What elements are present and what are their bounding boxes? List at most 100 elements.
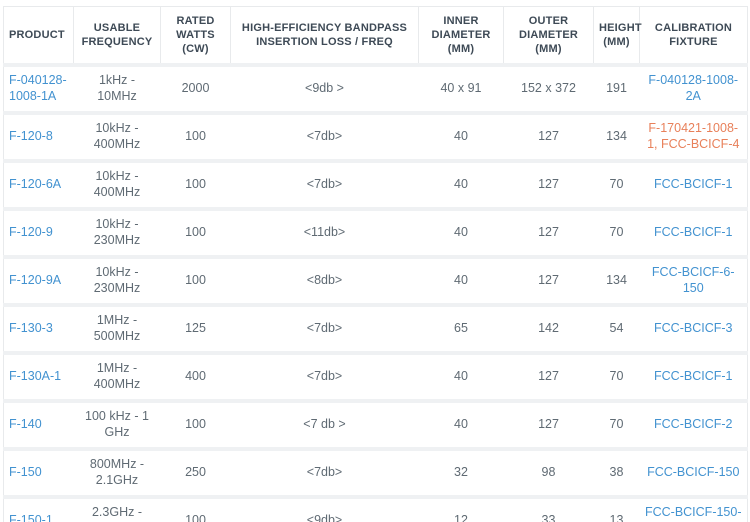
cell-rated_watts: 100 (185, 417, 206, 432)
cell-insertion_loss: <8db> (306, 273, 343, 288)
cell-outer_diameter: 98 (541, 465, 556, 480)
cell-insertion_loss: <7db> (306, 369, 343, 384)
product-link[interactable]: F-040128-1008-1A (9, 73, 67, 103)
cell-inner_diameter: 40 (454, 177, 468, 192)
cell-inner_diameter: 65 (454, 321, 468, 336)
cell-inner_diameter: 40 (454, 273, 468, 288)
cell-usable_frequency: 10kHz - 230MHz (93, 217, 141, 247)
cell-calibration_fixture: FCC-BCICF-150-1 (640, 497, 748, 522)
cell-calibration_fixture: FCC-BCICF-2 (640, 401, 748, 449)
table-header: PRODUCT USABLE FREQUENCY RATED WATTS (CW) H… (3, 6, 748, 65)
product-link[interactable]: F-150 (9, 465, 42, 480)
product-link[interactable]: F-150-1 (9, 513, 53, 522)
calibration_fixture-link[interactable]: FCC-BCICF-6-150 (651, 265, 735, 295)
cell-inner_diameter: 40 (454, 129, 468, 144)
cell-usable_frequency: 1MHz - 400MHz (93, 361, 141, 391)
cell-height: 70 (609, 417, 624, 432)
cell-rated_watts: 125 (185, 321, 206, 336)
cell-usable_frequency: 10kHz - 400MHz (93, 169, 141, 199)
cell-product: F-120-9 (4, 209, 74, 257)
cell-height: 191 (606, 81, 627, 96)
cell-product: F-150 (4, 449, 74, 497)
calibration_fixture-link[interactable]: FCC-BCICF-2 (654, 417, 733, 432)
cell-height: 13 (609, 513, 624, 522)
calibration_fixture-link[interactable]: FCC-BCICF-1 (654, 369, 733, 384)
product-link[interactable]: F-130A-1 (9, 369, 62, 384)
cell-rated_watts: 2000 (181, 81, 210, 96)
cell-product: F-140 (4, 401, 74, 449)
column-header-height: HEIGHT (MM) (593, 6, 642, 65)
cell-usable_frequency: 800MHz - 2.1GHz (89, 457, 145, 487)
cell-calibration_fixture: FCC-BCICF-6-150 (640, 257, 748, 305)
cell-product: F-130-3 (4, 305, 74, 353)
column-header-usable_frequency: USABLE FREQUENCY (73, 6, 161, 65)
cell-product: F-150-1 (4, 497, 74, 522)
table-row: F-120-9A 10kHz - 230MHz 100 <8db> 40 127 134 FC… (3, 257, 748, 305)
calibration_fixture-link[interactable]: FCC-BCICF-150 (647, 465, 740, 480)
cell-calibration_fixture: FCC-BCICF-1 (640, 353, 748, 401)
product-link[interactable]: F-120-6A (9, 177, 62, 192)
cell-insertion_loss: <7db> (306, 177, 343, 192)
cell-height: 38 (609, 465, 624, 480)
cell-insertion_loss: <7db> (306, 321, 343, 336)
cell-usable_frequency: 100 kHz - 1 GHz (85, 409, 149, 439)
calibration_fixture-link[interactable]: FCC-BCICF-150-1 (644, 505, 742, 522)
cell-rated_watts: 400 (185, 369, 206, 384)
cell-product: F-120-9A (4, 257, 74, 305)
product-link[interactable]: F-120-9A (9, 273, 62, 288)
cell-rated_watts: 100 (185, 225, 206, 240)
calibration_fixture-link[interactable]: F-170421-1008-1, FCC-BCICF-4 (647, 121, 740, 151)
cell-height: 70 (609, 369, 624, 384)
cell-outer_diameter: 127 (538, 177, 559, 192)
cell-insertion_loss: <9db > (305, 81, 344, 96)
cell-outer_diameter: 127 (538, 129, 559, 144)
table-header-row: PRODUCT USABLE FREQUENCY RATED WATTS (CW) H… (3, 6, 748, 65)
cell-insertion_loss: <11db> (303, 225, 346, 240)
product-link[interactable]: F-140 (9, 417, 42, 432)
cell-outer_diameter: 127 (538, 369, 559, 384)
calibration_fixture-link[interactable]: FCC-BCICF-1 (654, 177, 733, 192)
cell-inner_diameter: 40 (454, 369, 468, 384)
cell-outer_diameter: 152 x 372 (521, 81, 576, 96)
cell-rated_watts: 100 (185, 177, 206, 192)
product-link[interactable]: F-120-9 (9, 225, 53, 240)
cell-product: F-120-8 (4, 113, 74, 161)
column-header-inner_diameter: INNER DIAMETER (MM) (418, 6, 504, 65)
cell-usable_frequency: 10kHz - 230MHz (93, 265, 141, 295)
table-body: F-040128-1008-1A 1kHz - 10MHz 2000 <9db > 40… (3, 65, 748, 522)
calibration_fixture-link[interactable]: FCC-BCICF-3 (654, 321, 733, 336)
product-link[interactable]: F-130-3 (9, 321, 53, 336)
table-row: F-150-1 2.3GHz - 7.0GHz 100 <9db> 12 33 13 FCC-… (3, 497, 748, 522)
cell-height: 70 (609, 225, 624, 240)
cell-usable_frequency: 1kHz - 10MHz (97, 73, 137, 103)
product-spec-table: PRODUCT USABLE FREQUENCY RATED WATTS (CW) H… (3, 6, 748, 522)
table-row: F-120-9 10kHz - 230MHz 100 <11db> 40 127 70 FCC… (3, 209, 748, 257)
cell-outer_diameter: 33 (541, 513, 556, 522)
cell-product: F-130A-1 (4, 353, 74, 401)
calibration_fixture-link[interactable]: FCC-BCICF-1 (654, 225, 733, 240)
column-header-calibration_fixture: CALIBRATION FIXTURE (639, 6, 748, 65)
cell-inner_diameter: 40 (454, 225, 468, 240)
cell-calibration_fixture: F-170421-1008-1, FCC-BCICF-4 (640, 113, 748, 161)
table-row: F-120-8 10kHz - 400MHz 100 <7db> 40 127 134 F-1… (3, 113, 748, 161)
column-header-product: PRODUCT (3, 6, 74, 65)
cell-rated_watts: 100 (185, 129, 206, 144)
cell-calibration_fixture: FCC-BCICF-1 (640, 161, 748, 209)
cell-calibration_fixture: FCC-BCICF-3 (640, 305, 748, 353)
cell-product: F-040128-1008-1A (4, 65, 74, 113)
cell-outer_diameter: 127 (538, 225, 559, 240)
cell-inner_diameter: 40 x 91 (440, 81, 482, 96)
cell-calibration_fixture: F-040128-1008-2A (640, 65, 748, 113)
cell-outer_diameter: 127 (538, 273, 559, 288)
product-link[interactable]: F-120-8 (9, 129, 53, 144)
cell-inner_diameter: 40 (454, 417, 468, 432)
cell-outer_diameter: 142 (538, 321, 559, 336)
cell-insertion_loss: <7db> (306, 129, 343, 144)
cell-height: 54 (609, 321, 624, 336)
calibration_fixture-link[interactable]: F-040128-1008-2A (648, 73, 739, 103)
table-row: F-130-3 1MHz - 500MHz 125 <7db> 65 142 54 FCC-B… (3, 305, 748, 353)
cell-usable_frequency: 2.3GHz - 7.0GHz (91, 505, 142, 522)
table-row: F-130A-1 1MHz - 400MHz 400 <7db> 40 127 70 FCC-… (3, 353, 748, 401)
cell-rated_watts: 250 (185, 465, 206, 480)
